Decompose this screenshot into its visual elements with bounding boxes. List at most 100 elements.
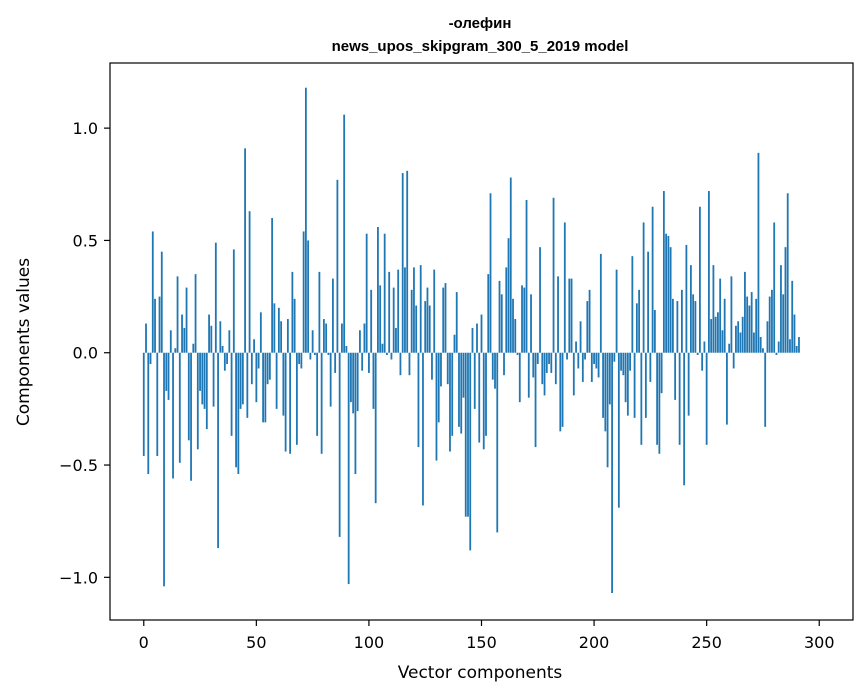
bar	[480, 314, 483, 353]
bar	[352, 352, 355, 414]
bar	[257, 352, 260, 369]
bar	[784, 247, 787, 353]
y-axis-label: Components values	[14, 258, 34, 426]
bars	[142, 87, 800, 594]
bar	[712, 265, 715, 353]
bar	[572, 352, 575, 396]
bar	[424, 301, 427, 353]
bar	[473, 352, 476, 409]
bar	[435, 352, 438, 461]
bar	[311, 330, 314, 353]
bar	[181, 314, 183, 353]
bar	[451, 352, 454, 436]
bar	[460, 352, 463, 434]
bar	[620, 352, 622, 371]
bar	[554, 352, 557, 385]
bar	[156, 352, 159, 457]
x-tick-label: 150	[466, 633, 497, 652]
bar	[395, 328, 397, 353]
bar	[667, 235, 670, 353]
bar	[584, 352, 586, 360]
bar	[300, 352, 303, 369]
bar	[552, 197, 555, 353]
bar	[703, 341, 706, 353]
bar	[147, 352, 150, 475]
bar	[532, 352, 535, 378]
bar	[190, 352, 192, 481]
bar	[586, 301, 589, 353]
bar	[217, 352, 219, 549]
bar	[183, 328, 186, 353]
bar	[192, 343, 195, 353]
bar	[631, 256, 634, 353]
bar	[692, 294, 695, 353]
bar	[413, 267, 415, 353]
bar	[284, 352, 287, 452]
bar	[309, 352, 312, 360]
bar	[701, 352, 704, 371]
bar	[726, 352, 728, 425]
bar	[521, 285, 523, 353]
bar	[753, 332, 755, 353]
bar	[350, 352, 352, 403]
bar	[766, 321, 769, 353]
bar	[185, 287, 188, 353]
bar	[372, 352, 375, 409]
bar	[386, 352, 388, 355]
bar	[392, 287, 395, 353]
bar	[244, 148, 246, 353]
bar	[791, 280, 794, 353]
bar	[322, 319, 325, 353]
bar	[214, 242, 217, 353]
bar	[368, 352, 370, 373]
bar	[530, 294, 532, 353]
bar	[550, 352, 553, 373]
bar	[379, 285, 382, 353]
bar	[741, 316, 744, 353]
bar	[280, 321, 283, 353]
bar	[613, 352, 616, 362]
bar	[295, 352, 298, 445]
y-tick-label: −0.5	[59, 456, 98, 475]
bar	[566, 352, 568, 360]
bar	[160, 251, 163, 353]
bar	[401, 173, 404, 353]
y-tick-label: 1.0	[73, 119, 98, 138]
bar	[739, 332, 742, 353]
bar	[687, 352, 690, 416]
bar	[487, 274, 490, 353]
bar	[390, 352, 393, 360]
bar	[163, 352, 165, 587]
bar	[316, 352, 319, 436]
bar	[302, 231, 305, 353]
bar	[388, 271, 391, 353]
bar	[705, 352, 708, 445]
bar	[714, 316, 717, 353]
bar	[599, 253, 602, 353]
bar	[410, 289, 413, 353]
bar	[248, 211, 251, 353]
bar	[232, 249, 235, 353]
bar	[347, 352, 350, 585]
bar	[696, 352, 699, 355]
bar	[422, 352, 424, 506]
bar	[151, 231, 154, 353]
bar	[780, 265, 782, 353]
bar	[187, 352, 190, 441]
bar	[602, 352, 604, 418]
plot-frame	[109, 62, 854, 621]
bar	[789, 339, 791, 353]
bar	[383, 233, 386, 353]
bar	[719, 278, 722, 353]
bar	[773, 222, 776, 353]
bar	[615, 269, 618, 353]
bar	[651, 206, 654, 353]
bar	[478, 352, 481, 443]
bar	[246, 352, 249, 418]
bar	[658, 352, 661, 454]
bar	[536, 352, 539, 364]
bar	[568, 278, 571, 353]
bar	[676, 301, 679, 353]
bar	[759, 337, 762, 353]
bar	[259, 312, 262, 353]
